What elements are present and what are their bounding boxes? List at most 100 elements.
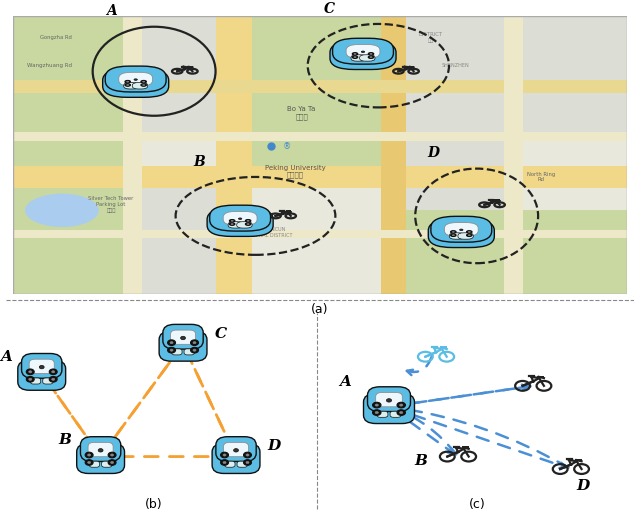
FancyBboxPatch shape bbox=[124, 83, 139, 89]
Text: ZHONGGUANCUN
RESIDENTIAL DISTRICT: ZHONGGUANCUN RESIDENTIAL DISTRICT bbox=[236, 227, 293, 238]
FancyBboxPatch shape bbox=[89, 461, 100, 467]
FancyBboxPatch shape bbox=[170, 330, 196, 344]
Circle shape bbox=[372, 410, 381, 415]
Text: ®: ® bbox=[283, 142, 291, 151]
Text: C: C bbox=[215, 327, 227, 341]
Text: D: D bbox=[428, 146, 440, 160]
Circle shape bbox=[405, 69, 407, 70]
Circle shape bbox=[125, 81, 131, 83]
Circle shape bbox=[570, 464, 572, 465]
FancyBboxPatch shape bbox=[29, 359, 54, 373]
Text: Silver Tech Tower
Parking Lot
线友大: Silver Tech Tower Parking Lot 线友大 bbox=[88, 197, 134, 213]
Circle shape bbox=[229, 219, 235, 222]
Bar bbox=[504, 16, 523, 294]
Circle shape bbox=[244, 452, 252, 458]
Circle shape bbox=[352, 56, 358, 58]
Circle shape bbox=[134, 79, 138, 81]
Circle shape bbox=[193, 342, 196, 344]
Bar bbox=[13, 230, 627, 238]
Circle shape bbox=[452, 231, 454, 232]
Bar bbox=[13, 166, 627, 188]
FancyBboxPatch shape bbox=[444, 223, 478, 237]
Circle shape bbox=[88, 461, 91, 464]
FancyBboxPatch shape bbox=[77, 444, 125, 473]
Bar bbox=[394, 141, 504, 211]
Text: Bo Ya Ta
博雅塔: Bo Ya Ta 博雅塔 bbox=[287, 106, 316, 120]
FancyBboxPatch shape bbox=[360, 55, 375, 61]
Text: B: B bbox=[59, 433, 72, 447]
Circle shape bbox=[372, 402, 381, 408]
FancyBboxPatch shape bbox=[351, 55, 366, 61]
FancyBboxPatch shape bbox=[184, 349, 195, 355]
FancyBboxPatch shape bbox=[330, 41, 396, 70]
Circle shape bbox=[231, 220, 233, 221]
Circle shape bbox=[247, 224, 249, 225]
Circle shape bbox=[460, 229, 463, 230]
Circle shape bbox=[362, 51, 365, 53]
Text: D: D bbox=[577, 479, 590, 493]
Circle shape bbox=[231, 224, 233, 225]
Bar bbox=[124, 16, 142, 294]
Circle shape bbox=[397, 402, 406, 408]
FancyBboxPatch shape bbox=[105, 66, 166, 92]
FancyBboxPatch shape bbox=[390, 411, 401, 417]
Circle shape bbox=[85, 452, 93, 458]
FancyBboxPatch shape bbox=[81, 437, 121, 461]
Circle shape bbox=[170, 349, 173, 352]
Circle shape bbox=[370, 57, 372, 58]
FancyBboxPatch shape bbox=[237, 461, 248, 467]
Circle shape bbox=[354, 57, 356, 58]
Circle shape bbox=[468, 235, 470, 236]
Circle shape bbox=[52, 371, 55, 373]
Bar bbox=[13, 16, 124, 141]
Circle shape bbox=[193, 349, 196, 352]
Circle shape bbox=[451, 231, 456, 233]
FancyBboxPatch shape bbox=[172, 349, 182, 355]
Circle shape bbox=[387, 399, 392, 402]
FancyBboxPatch shape bbox=[367, 387, 410, 411]
Circle shape bbox=[168, 340, 175, 345]
Circle shape bbox=[108, 460, 116, 465]
FancyBboxPatch shape bbox=[449, 233, 465, 239]
Bar bbox=[394, 16, 627, 141]
FancyBboxPatch shape bbox=[30, 378, 41, 384]
FancyBboxPatch shape bbox=[377, 411, 388, 417]
Circle shape bbox=[88, 454, 91, 456]
FancyBboxPatch shape bbox=[163, 324, 204, 349]
Circle shape bbox=[368, 56, 374, 58]
FancyBboxPatch shape bbox=[159, 331, 207, 361]
Text: D: D bbox=[268, 439, 281, 453]
Circle shape bbox=[170, 342, 173, 344]
Bar bbox=[13, 80, 627, 94]
Circle shape bbox=[168, 347, 175, 353]
Text: (c): (c) bbox=[468, 498, 485, 511]
Circle shape bbox=[247, 220, 249, 221]
Circle shape bbox=[229, 223, 235, 225]
Circle shape bbox=[85, 460, 93, 465]
Circle shape bbox=[451, 234, 456, 237]
FancyBboxPatch shape bbox=[237, 222, 252, 228]
Bar bbox=[394, 211, 627, 294]
Circle shape bbox=[98, 449, 103, 452]
Circle shape bbox=[468, 231, 470, 232]
FancyBboxPatch shape bbox=[223, 443, 248, 457]
Circle shape bbox=[180, 336, 186, 340]
FancyBboxPatch shape bbox=[119, 72, 152, 86]
Text: B: B bbox=[194, 154, 205, 168]
Text: Peking University
北京大学: Peking University 北京大学 bbox=[265, 165, 326, 178]
Text: (a): (a) bbox=[311, 303, 329, 316]
Circle shape bbox=[399, 404, 403, 406]
FancyBboxPatch shape bbox=[102, 461, 112, 467]
FancyBboxPatch shape bbox=[43, 378, 53, 384]
Circle shape bbox=[141, 81, 147, 83]
Circle shape bbox=[52, 378, 55, 381]
FancyBboxPatch shape bbox=[364, 394, 415, 423]
Circle shape bbox=[234, 449, 239, 452]
Circle shape bbox=[221, 460, 228, 465]
Circle shape bbox=[127, 81, 129, 82]
Text: Wangzhuang Rd: Wangzhuang Rd bbox=[27, 63, 72, 68]
Text: DISTRICT
花区: DISTRICT 花区 bbox=[419, 32, 443, 43]
Text: A: A bbox=[1, 350, 12, 363]
FancyBboxPatch shape bbox=[223, 212, 257, 225]
Text: Hudson St: Hudson St bbox=[221, 208, 246, 213]
